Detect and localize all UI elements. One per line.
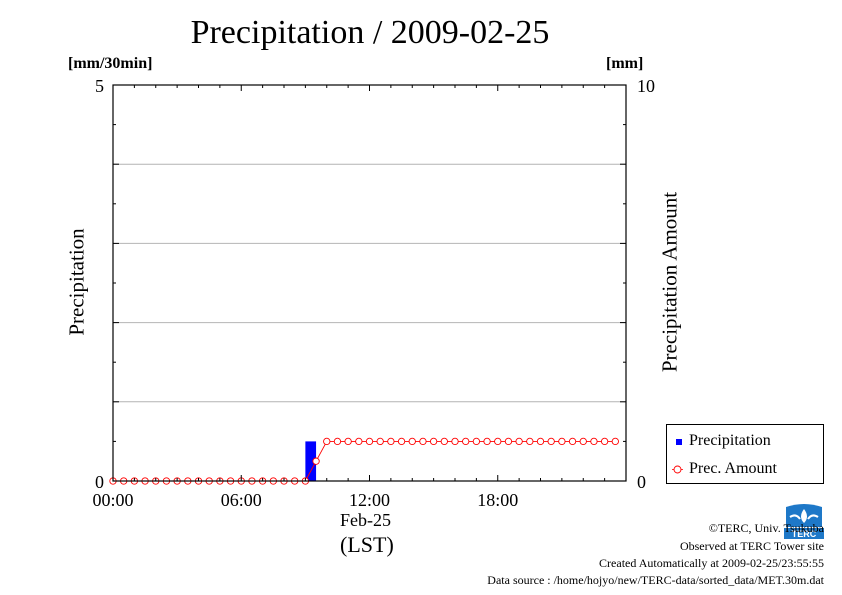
amount-point: [558, 437, 566, 446]
amount-point: [472, 437, 481, 446]
tick-labels: 00:00 06:00 12:00 18:00 0 5 0 10: [92, 76, 655, 510]
amount-point: [483, 437, 491, 446]
amount-point: [344, 437, 352, 446]
y2-axis-label: Precipitation Amount: [657, 191, 682, 373]
x-tick-label: 12:00: [349, 490, 390, 510]
y-tick-label: 0: [95, 472, 104, 492]
legend: Precipitation Prec. Amount: [666, 424, 824, 484]
amount-point: [312, 457, 320, 465]
legend-circle-marker-icon: [672, 465, 683, 474]
legend-item-precipitation: Precipitation: [667, 429, 823, 451]
amount-point: [504, 437, 513, 446]
y-axis-unit: [mm/30min]: [68, 55, 153, 72]
footer-credit: ©TERC, Univ. Tsukuba: [708, 521, 824, 535]
grid-lines: [113, 163, 626, 403]
amount-point: [462, 437, 470, 446]
amount-point: [600, 437, 609, 446]
footer-observed: Observed at TERC Tower site: [679, 539, 824, 553]
amount-point: [568, 437, 577, 446]
precipitation-bars: [305, 441, 317, 481]
plot-frame: [112, 84, 627, 482]
precipitation-bar: [305, 441, 317, 481]
amount-point: [323, 437, 331, 446]
amount-line: [113, 440, 616, 482]
y2-tick-label: 10: [637, 76, 655, 96]
terc-logo-icon: TERC: [784, 503, 824, 539]
legend-label-prec-amount: Prec. Amount: [689, 460, 777, 477]
amount-point: [333, 437, 342, 446]
amount-point: [440, 437, 448, 446]
amount-point: [376, 437, 384, 446]
amount-series: [109, 437, 619, 485]
footer-created: Created Automatically at 2009-02-25/23:5…: [599, 556, 824, 570]
x-tick-label: 06:00: [221, 490, 262, 510]
amount-point: [494, 437, 502, 446]
amount-point: [515, 437, 523, 446]
legend-item-prec-amount: Prec. Amount: [667, 457, 823, 479]
amount-point: [397, 437, 406, 446]
legend-label-precipitation: Precipitation: [689, 432, 771, 449]
legend-square-marker-icon: [676, 439, 682, 445]
x-tick-label: 00:00: [92, 490, 133, 510]
amount-point: [611, 437, 619, 446]
x-tick-label: 18:00: [477, 490, 518, 510]
amount-point: [536, 437, 545, 446]
y-axis-label: Precipitation: [64, 228, 89, 336]
amount-point: [547, 437, 555, 446]
x-axis-date-label: Feb-25: [340, 510, 391, 530]
amount-point: [429, 437, 438, 446]
amount-point: [387, 437, 395, 446]
amount-point: [526, 437, 534, 446]
y2-tick-label: 0: [637, 472, 646, 492]
y-tick-label: 5: [95, 76, 104, 96]
amount-point: [365, 437, 374, 446]
amount-point: [419, 437, 427, 446]
amount-point: [355, 437, 363, 446]
footer-source: Data source : /home/hojyo/new/TERC-data/…: [487, 573, 824, 587]
chart-title: Precipitation / 2009-02-25: [190, 14, 550, 51]
amount-point: [590, 437, 598, 446]
y2-axis-unit: [mm]: [606, 55, 644, 72]
svg-text:TERC: TERC: [792, 529, 817, 539]
axis-ticks: [112, 84, 627, 482]
amount-point: [451, 437, 459, 446]
x-axis-timezone-label: (LST): [340, 532, 394, 557]
amount-point: [579, 437, 587, 446]
amount-point: [408, 437, 416, 446]
